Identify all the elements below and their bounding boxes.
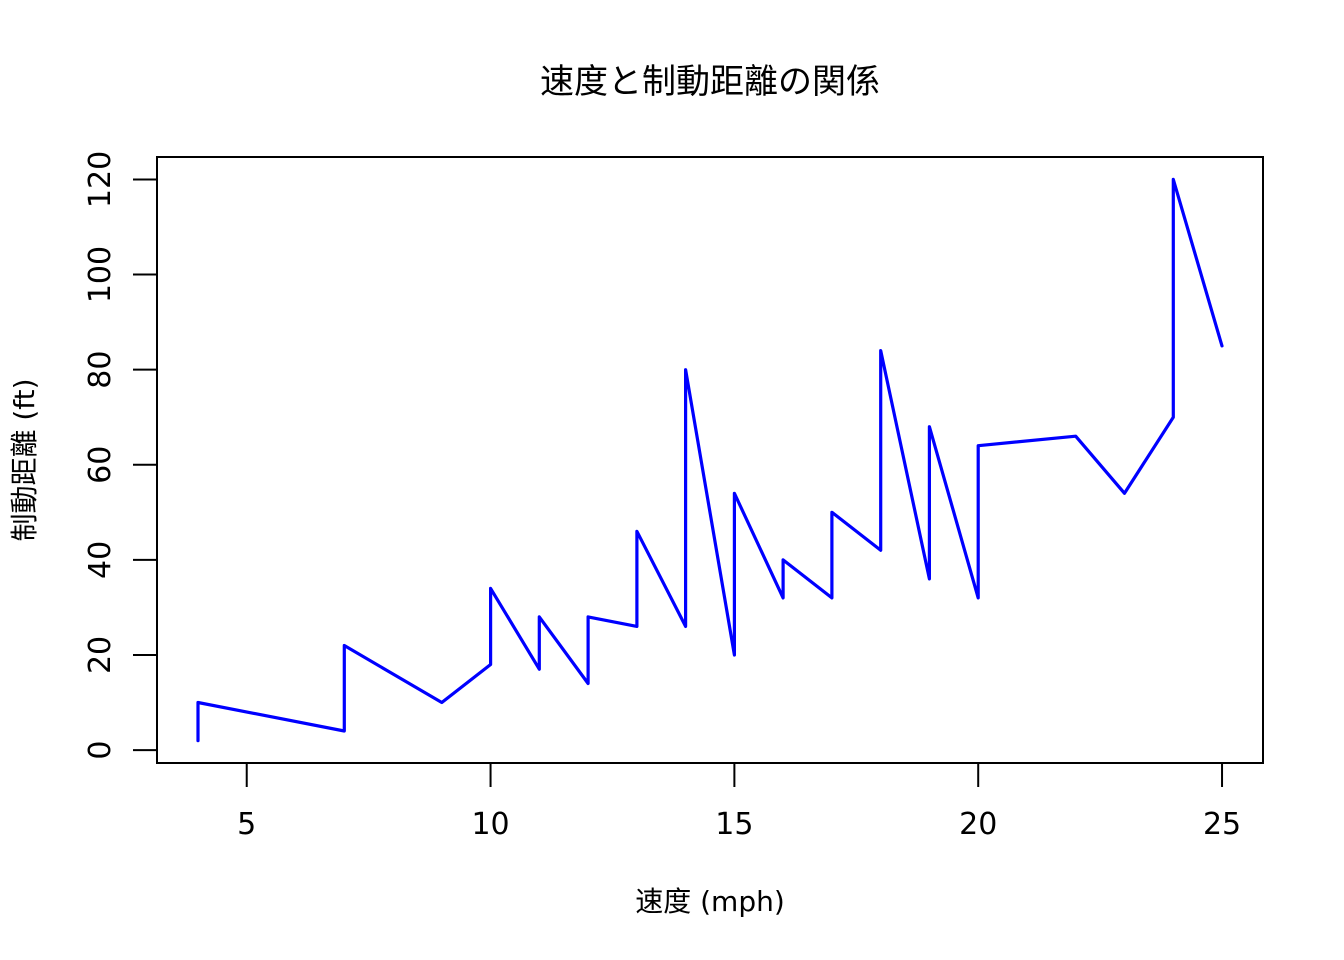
x-tick-label: 5: [237, 807, 256, 842]
x-tick-label: 10: [471, 807, 509, 842]
y-tick-label: 120: [83, 151, 118, 208]
y-tick-label: 60: [83, 446, 118, 484]
series-line: [196, 177, 1224, 743]
y-tick-label: 100: [83, 246, 118, 303]
y-tick-label: 20: [83, 636, 118, 674]
x-tick-label: 20: [959, 807, 997, 842]
x-tick-label: 25: [1203, 807, 1241, 842]
chart-title: 速度と制動距離の関係: [540, 62, 880, 102]
x-axis: 5 10 15 20 25: [237, 762, 1241, 842]
y-tick-label: 0: [83, 741, 118, 760]
x-axis-label: 速度 (mph): [635, 885, 785, 918]
series-layer: [196, 177, 1224, 743]
y-tick-label: 40: [83, 541, 118, 579]
y-axis: 0 20 40 60 80 100 120: [83, 151, 158, 760]
y-tick-label: 80: [83, 351, 118, 389]
x-tick-label: 15: [715, 807, 753, 842]
y-axis-label: 制動距離 (ft): [8, 378, 41, 541]
